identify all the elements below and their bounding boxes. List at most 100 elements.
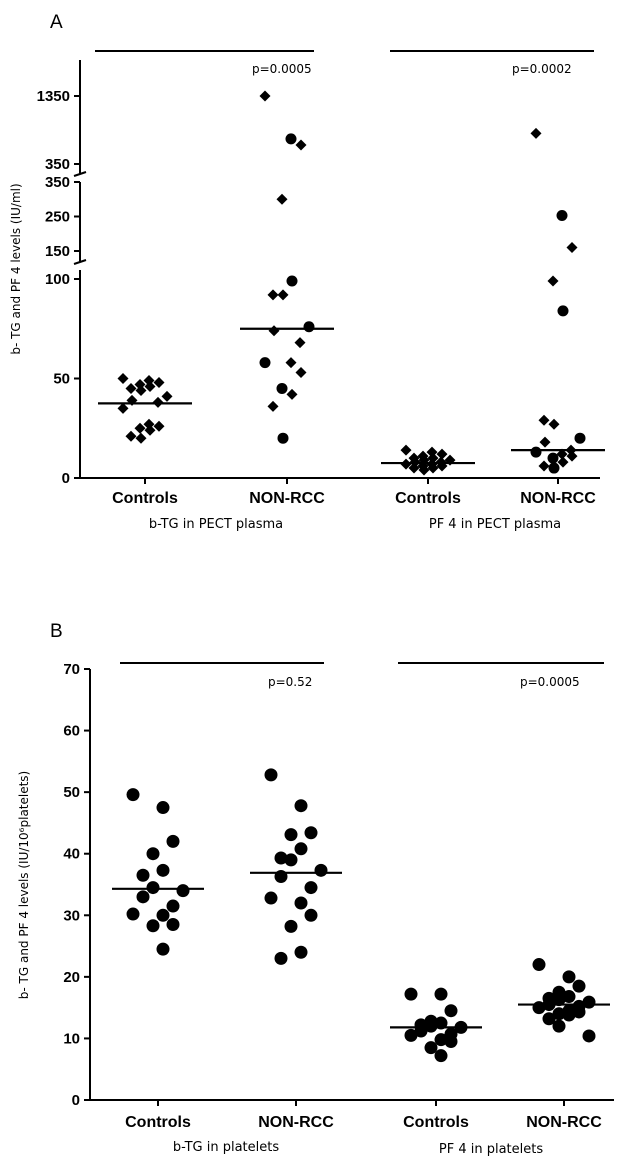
- panel-a-data-point: [303, 321, 315, 333]
- panel-a-data-point: [286, 388, 298, 400]
- panel-b-data-point: [572, 979, 586, 993]
- panel-b-data-point: [444, 1004, 458, 1018]
- panel-b-data-point: [582, 1029, 596, 1043]
- panel-a-data-point: [259, 90, 271, 102]
- panel-a-axis-break-mark-1: [73, 171, 87, 177]
- panel-a-data-point: [276, 382, 288, 394]
- panel-b-data-point: [156, 801, 170, 815]
- panel-b-pvalue-2: p=0.0005: [520, 675, 580, 689]
- panel-b-data-point: [274, 851, 288, 865]
- panel-a-data-point: [286, 275, 298, 287]
- panel-a-data-points: [117, 90, 586, 476]
- panel-b-category-label: NON-RCC: [526, 1114, 602, 1131]
- panel-a-y-tick-label: 250: [45, 209, 70, 226]
- panel-b-data-point: [532, 1001, 546, 1015]
- panel-b-data-point: [562, 970, 576, 984]
- panel-a-data-point: [267, 400, 279, 412]
- panel-b-data-point: [424, 1041, 438, 1055]
- panel-b-median-lines: [112, 871, 610, 1029]
- panel-a-data-point: [294, 337, 306, 349]
- panel-a-y-tick-label: 350: [45, 156, 70, 173]
- panel-b-data-point: [156, 908, 170, 922]
- panel-a-pvalue-1: p=0.0005: [252, 62, 312, 76]
- panel-a-data-point: [556, 448, 568, 460]
- panel-b-data-point: [156, 942, 170, 956]
- panel-b-data-point: [314, 863, 328, 877]
- panel-a-category-label: NON-RCC: [249, 490, 325, 507]
- panel-a-category-label: Controls: [395, 490, 461, 507]
- panel-b-data-point: [552, 1007, 566, 1021]
- panel-a-data-point: [418, 464, 430, 476]
- panel-a-data-point: [408, 462, 420, 474]
- panel-a-data-point: [259, 357, 271, 369]
- panel-a-data-point: [574, 432, 586, 444]
- panel-b-x-ticks: [157, 1100, 565, 1106]
- panel-b-y-tick-label: 10: [63, 1030, 80, 1047]
- panel-a-y-tick-label: 50: [53, 371, 70, 388]
- panel-b-data-point: [434, 1033, 448, 1047]
- panel-b-data-point: [434, 1049, 448, 1063]
- panel-b-data-point: [264, 891, 278, 905]
- panel-b-data-point: [294, 799, 308, 813]
- panel-a-data-point: [144, 424, 156, 436]
- panel-a-data-point: [548, 462, 560, 474]
- panel-b-data-point: [404, 1028, 418, 1042]
- panel-a-data-point: [125, 382, 137, 394]
- panel-b-y-tick-label: 30: [63, 907, 80, 924]
- panel-a-data-point: [400, 444, 412, 456]
- panel-a-data-point: [566, 242, 578, 254]
- panel-b-data-point: [126, 907, 140, 921]
- panel-b-y-tick-label: 40: [63, 846, 80, 863]
- panel-a-data-point: [117, 402, 129, 414]
- panel-b-data-point: [126, 788, 140, 802]
- panel-b-data-point: [166, 899, 180, 913]
- panel-a-data-point: [538, 414, 550, 426]
- panel-b-data-point: [532, 958, 546, 972]
- panel-b-data-point: [572, 1005, 586, 1019]
- panel-b-data-point: [404, 987, 418, 1001]
- panel-a-data-point: [538, 460, 550, 472]
- panel-b-data-point: [562, 1008, 576, 1022]
- panel-a-data-point: [117, 373, 129, 384]
- panel-b-data-point: [304, 826, 318, 840]
- panel-a-data-point: [427, 462, 439, 474]
- panel-a-data-point: [153, 420, 165, 432]
- panel-a-data-point: [566, 450, 578, 462]
- panel-b-data-point: [274, 951, 288, 965]
- panel-b-data-point: [304, 908, 318, 922]
- panel-a-data-point: [557, 305, 569, 317]
- panel-b-data-point: [284, 828, 298, 842]
- panel-b-data-point: [562, 990, 576, 1004]
- panel-b-category-label: Controls: [125, 1114, 191, 1131]
- panel-a-y-tick-label: 100: [45, 271, 70, 288]
- panel-b-y-ticks: 0 10 20 30 40 50 60 70: [63, 661, 90, 1109]
- panel-a-data-point: [125, 430, 137, 442]
- panel-a-data-point: [277, 432, 289, 444]
- panel-b-data-point: [294, 945, 308, 959]
- panel-a-data-point: [144, 380, 156, 392]
- panel-b-pvalue-1: p=0.52: [268, 675, 312, 689]
- panel-b-y-tick-label: 50: [63, 784, 80, 801]
- panel-b-data-point: [136, 890, 150, 904]
- panel-a-data-point: [285, 357, 297, 369]
- panel-a-data-point: [295, 367, 307, 379]
- panel-a-y-tick-label: 350: [45, 174, 70, 191]
- panel-a-data-point: [295, 139, 307, 151]
- panel-a-group-label: PF 4 in PECT plasma: [429, 517, 561, 532]
- panel-b-data-point: [444, 1035, 458, 1049]
- panel-b-data-point: [146, 881, 160, 895]
- panel-b-label: B: [50, 621, 63, 642]
- panel-a-data-point: [547, 452, 559, 464]
- panel-a-data-point: [161, 390, 173, 402]
- panel-a-data-point: [556, 209, 568, 221]
- panel-b-y-tick-label: 60: [63, 723, 80, 740]
- panel-a-data-point: [285, 133, 297, 145]
- panel-a-data-point: [530, 127, 542, 139]
- panel-b-data-point: [136, 868, 150, 882]
- panel-a-group-label: b-TG in PECT plasma: [149, 517, 283, 532]
- panel-b-data-point: [424, 1019, 438, 1033]
- panel-a-y-tick-label: 0: [62, 470, 70, 487]
- panel-a-data-point: [135, 432, 147, 444]
